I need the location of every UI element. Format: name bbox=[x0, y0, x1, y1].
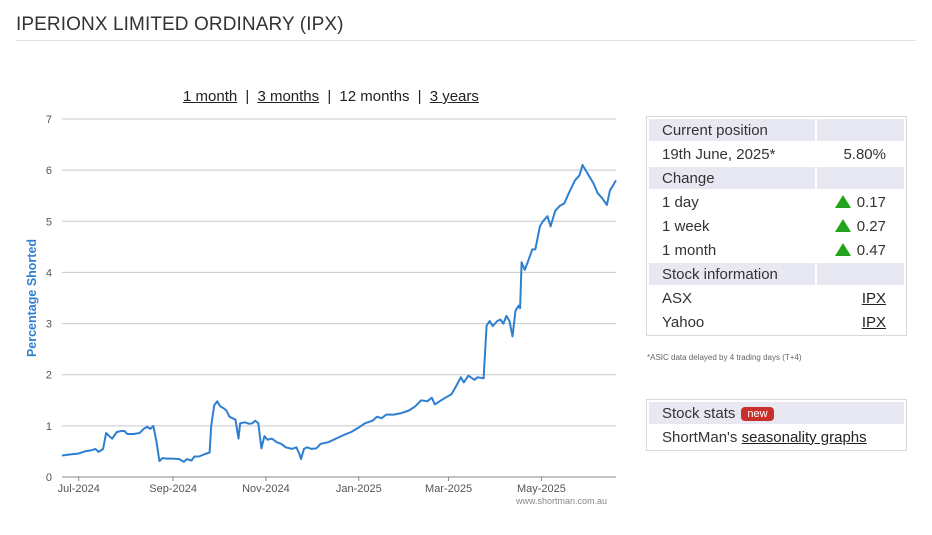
stock-stats-panel: Stock stats new ShortMan's seasonality gr… bbox=[646, 399, 907, 451]
change-1-day-value: 0.17 bbox=[817, 191, 904, 213]
range-3-years-link[interactable]: 3 years bbox=[429, 88, 479, 105]
y-tick-label: 6 bbox=[46, 165, 52, 177]
y-tick-label: 7 bbox=[46, 114, 52, 126]
asx-label: ASX bbox=[662, 289, 693, 307]
up-arrow-icon bbox=[834, 218, 851, 232]
axis-layer: 0 1 2 3 4 5 6 7 Jul-2024 Sep-2024 Nov-2024 Jan-2025… bbox=[46, 114, 566, 495]
page-title: IPERIONX LIMITED ORDINARY (IPX) bbox=[16, 14, 344, 35]
range-separator: | bbox=[417, 88, 422, 105]
seasonality-row: ShortMan's seasonality graphs bbox=[662, 428, 867, 446]
short-interest-line bbox=[61, 164, 617, 463]
change-1-week-value: 0.27 bbox=[817, 215, 904, 237]
position-date: 19th June, 2025* bbox=[662, 145, 776, 163]
y-tick-label: 5 bbox=[46, 216, 52, 228]
x-tick-label: Mar-2025 bbox=[425, 483, 472, 495]
y-tick-label: 1 bbox=[46, 421, 52, 433]
position-panel: Current position 19th June, 2025* 5.80% … bbox=[646, 116, 907, 336]
stock-information-header: Stock information bbox=[649, 263, 815, 285]
up-arrow-icon bbox=[834, 194, 851, 208]
y-tick-label: 3 bbox=[46, 319, 52, 331]
y-axis-label: Percentage Shorted bbox=[25, 239, 39, 357]
range-separator: | bbox=[327, 88, 332, 105]
chart-watermark: www.shortman.com.au bbox=[515, 496, 607, 506]
change-1-day-label: 1 day bbox=[662, 193, 699, 211]
yahoo-label: Yahoo bbox=[662, 313, 705, 331]
change-1-month-label: 1 month bbox=[662, 241, 717, 259]
change-1-week-label: 1 week bbox=[662, 217, 710, 235]
range-separator: | bbox=[245, 88, 250, 105]
x-tick-label: Sep-2024 bbox=[149, 483, 197, 495]
current-short-value: 5.80% bbox=[843, 145, 886, 163]
short-position-chart: 0 1 2 3 4 5 6 7 Jul-2024 Sep-2024 Nov-2024 Jan-2025… bbox=[25, 114, 617, 506]
seasonality-graphs-link[interactable]: seasonality graphs bbox=[741, 428, 867, 446]
up-arrow-icon bbox=[834, 242, 851, 256]
asx-link[interactable]: IPX bbox=[861, 289, 886, 307]
range-12-months-current: 12 months bbox=[339, 88, 410, 105]
y-tick-label: 2 bbox=[46, 370, 52, 382]
series-layer bbox=[61, 164, 617, 463]
new-badge: new bbox=[741, 406, 774, 421]
x-tick-label: Nov-2024 bbox=[242, 483, 290, 495]
x-tick-label: Jan-2025 bbox=[336, 483, 382, 495]
grid-layer bbox=[62, 118, 616, 478]
y-tick-label: 0 bbox=[46, 472, 52, 484]
time-range-selector: 1 month | 3 months | 12 months | 3 years bbox=[183, 88, 479, 105]
x-tick-label: Jul-2024 bbox=[58, 483, 100, 495]
stock-stats-header: Stock stats new bbox=[649, 402, 904, 424]
change-header: Change bbox=[649, 167, 815, 189]
yahoo-link[interactable]: IPX bbox=[861, 313, 886, 331]
y-tick-label: 4 bbox=[46, 267, 52, 279]
asic-delay-footnote: *ASIC data delayed by 4 trading days (T+… bbox=[647, 353, 802, 362]
title-divider bbox=[16, 40, 916, 41]
current-position-header: Current position bbox=[649, 119, 815, 141]
range-1-month-link[interactable]: 1 month bbox=[183, 88, 238, 105]
change-1-month-value: 0.47 bbox=[817, 239, 904, 261]
x-tick-label: May-2025 bbox=[517, 483, 566, 495]
range-3-months-link[interactable]: 3 months bbox=[257, 88, 320, 105]
